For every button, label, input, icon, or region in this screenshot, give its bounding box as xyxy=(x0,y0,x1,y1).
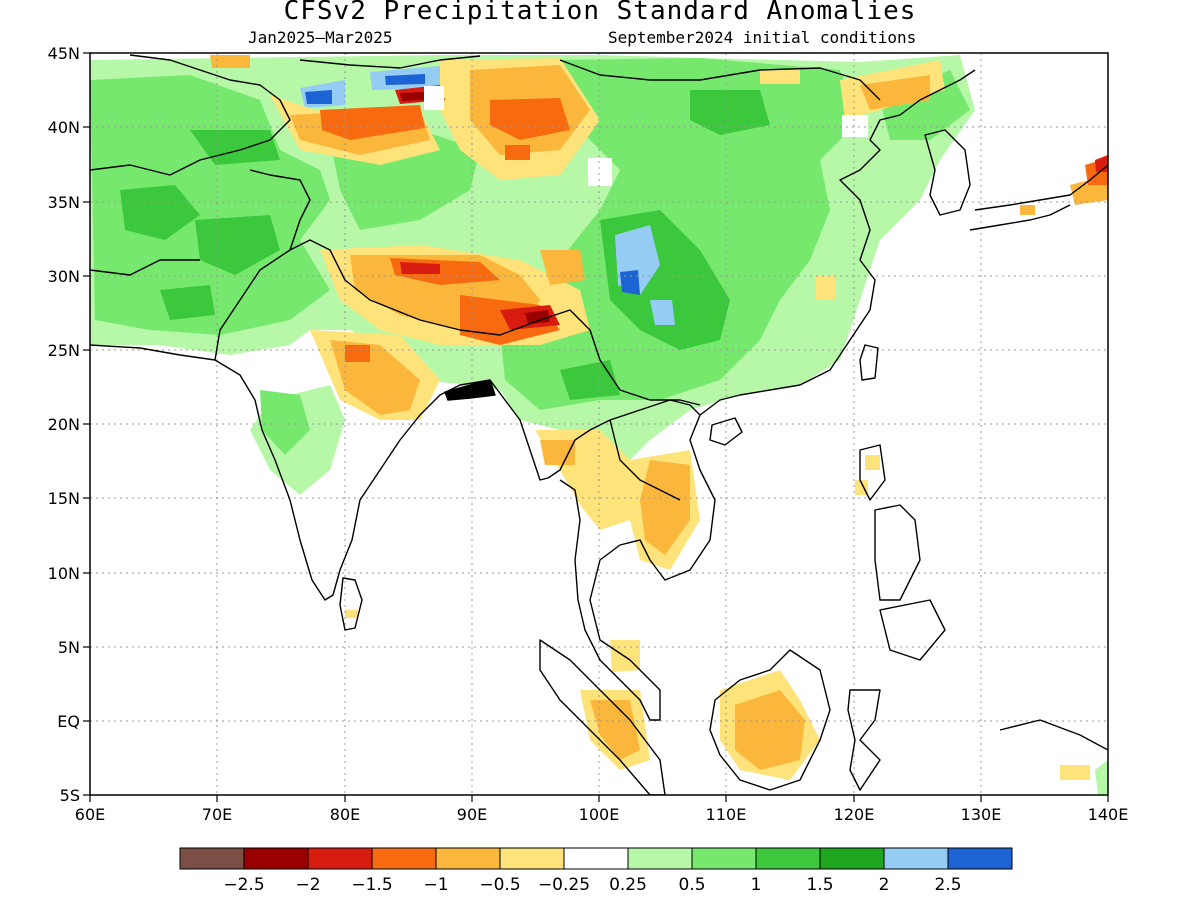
colorbar-swatch xyxy=(883,847,949,870)
initial-conditions: September2024 initial conditions xyxy=(608,28,917,47)
colorbar-swatch xyxy=(179,847,245,870)
colorbar-label: 0.25 xyxy=(609,875,647,895)
lon-label: 100E xyxy=(579,805,620,824)
lat-label: 30N xyxy=(48,267,80,286)
lon-labels: 60E 70E 80E 90E 100E 110E 120E 130E 140E xyxy=(75,805,1129,824)
anomaly-blue xyxy=(305,74,640,295)
grid-lines xyxy=(90,53,1108,795)
colorbar-label: 0.5 xyxy=(678,875,705,895)
colorbar-label: −0.5 xyxy=(479,875,520,895)
lat-label: 10N xyxy=(48,564,80,583)
lon-label: 140E xyxy=(1088,805,1129,824)
anomaly-dark-green xyxy=(120,90,770,400)
colorbar-swatch xyxy=(691,847,757,870)
colorbar-label: 1.5 xyxy=(806,875,833,895)
lat-label: EQ xyxy=(57,712,80,731)
colorbar-label: −1 xyxy=(423,875,448,895)
colorbar-swatch xyxy=(627,847,693,870)
lat-label: 25N xyxy=(48,341,80,360)
colorbar-swatch xyxy=(563,847,629,870)
colorbar-label: 2.5 xyxy=(934,875,961,895)
lon-label: 70E xyxy=(202,805,232,824)
colorbar-label: −0.25 xyxy=(538,875,590,895)
colorbar-labels: −2.5 −2 −1.5 −1 −0.5 −0.25 0.25 0.5 1 1.5 2 2.5 xyxy=(223,875,961,895)
colorbar-swatch xyxy=(435,847,501,870)
colorbar-swatch xyxy=(755,847,821,870)
lat-labels: 45N 40N 35N 30N 25N 20N 15N 10N 5N EQ 5S xyxy=(48,44,80,805)
lon-label: 110E xyxy=(706,805,747,824)
tick-marks xyxy=(83,52,1109,802)
lat-label: 5S xyxy=(60,786,80,805)
lon-label: 120E xyxy=(834,805,875,824)
lon-label: 90E xyxy=(457,805,487,824)
lat-label: 5N xyxy=(58,638,80,657)
colorbar-label: −2.5 xyxy=(223,875,264,895)
forecast-period: Jan2025–Mar2025 xyxy=(248,28,393,47)
chart-title: CFSv2 Precipitation Standard Anomalies xyxy=(283,0,917,26)
lat-label: 40N xyxy=(48,118,80,137)
colorbar-label: −1.5 xyxy=(351,875,392,895)
coastlines xyxy=(90,54,1108,795)
colorbar-swatch xyxy=(819,847,885,870)
colorbar-swatch xyxy=(947,847,1013,870)
lat-label: 35N xyxy=(48,193,80,212)
colorbar-label: 2 xyxy=(879,875,890,895)
lon-label: 80E xyxy=(330,805,360,824)
colorbar-swatch xyxy=(371,847,437,870)
colorbar-label: 1 xyxy=(751,875,762,895)
lon-label: 60E xyxy=(75,805,105,824)
colorbar-swatch xyxy=(499,847,565,870)
colorbar-swatch xyxy=(307,847,373,870)
colorbar-label: −2 xyxy=(295,875,320,895)
colorbar xyxy=(179,847,1013,870)
anomaly-dark-red xyxy=(400,92,550,324)
lat-label: 20N xyxy=(48,415,80,434)
lon-label: 130E xyxy=(961,805,1002,824)
lat-label: 15N xyxy=(48,489,80,508)
lat-label: 45N xyxy=(48,44,80,63)
colorbar-swatch xyxy=(243,847,309,870)
